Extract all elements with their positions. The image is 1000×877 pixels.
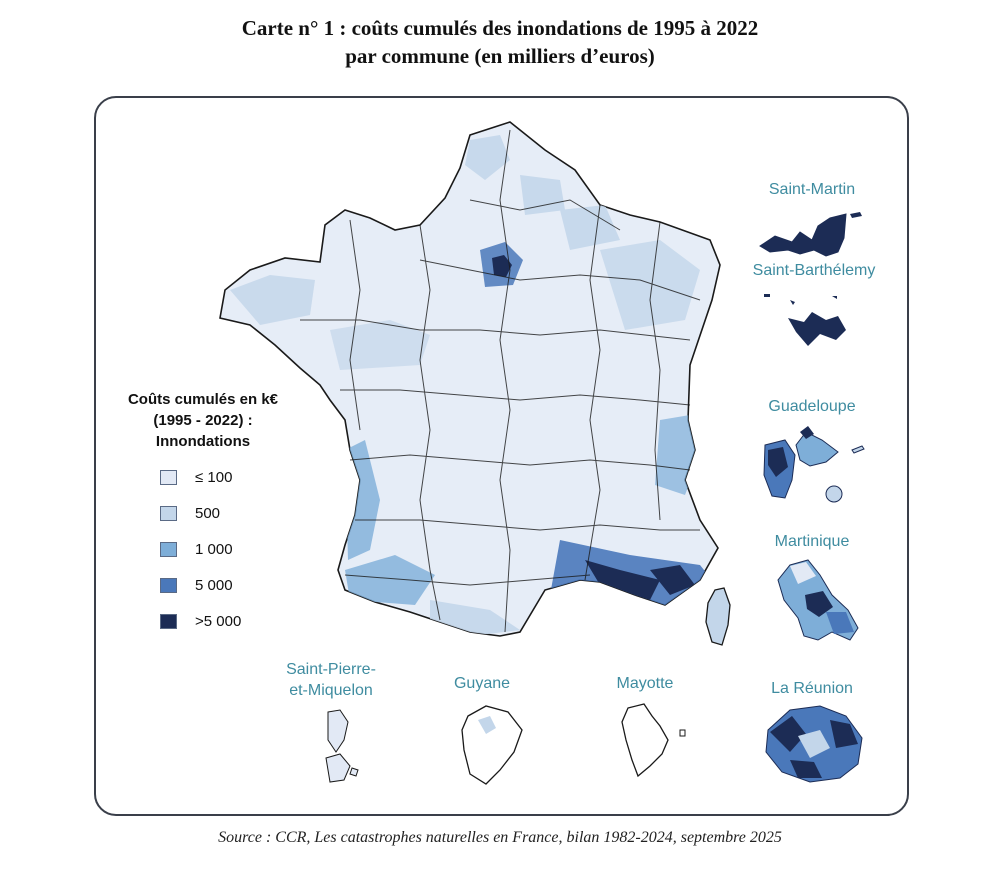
france-metropolitan-map xyxy=(219,121,731,646)
martinique-label: Martinique xyxy=(775,533,850,550)
legend-swatch xyxy=(160,541,177,557)
miquelon xyxy=(327,709,349,753)
saint-martin-label: Saint-Martin xyxy=(769,181,855,198)
department-borders xyxy=(300,129,701,633)
mediterranean-dark-patches xyxy=(585,560,695,600)
martinique-center-dark xyxy=(805,591,833,617)
saint-pierre-map xyxy=(325,709,359,783)
basse-terre-dark xyxy=(768,447,788,477)
legend-title: Coûts cumulés en k€ (1995 - 2022) : Inno… xyxy=(108,389,298,452)
saint-barthelemy-label: Saint-Barthélemy xyxy=(753,262,876,279)
guyane-map xyxy=(461,705,523,785)
alps-patches xyxy=(655,415,700,495)
legend-swatch xyxy=(160,505,177,521)
martinique-south xyxy=(826,612,854,634)
legend-label: 500 xyxy=(195,504,221,522)
legend-label: ≤ 100 xyxy=(195,468,233,486)
guyane-patch xyxy=(478,716,496,734)
legend-item: 1 000 xyxy=(160,540,233,558)
reunion-dark-2 xyxy=(830,720,858,748)
map-title-line-2: par commune (en milliers d’euros) xyxy=(345,44,655,68)
mayotte-label: Mayotte xyxy=(617,675,674,692)
martinique-map xyxy=(777,559,859,641)
saint-pierre-island xyxy=(349,767,359,777)
east-patches xyxy=(600,240,700,330)
brittany-patches xyxy=(230,275,315,325)
legend-label: >5 000 xyxy=(195,612,242,630)
map-title: Carte n° 1 : coûts cumulés des inondatio… xyxy=(0,14,1000,70)
source-note: Source : CCR, Les catastrophes naturelle… xyxy=(218,829,782,846)
grande-terre-north xyxy=(800,426,814,439)
saint-martin-islet xyxy=(850,212,862,218)
legend-item: 5 000 xyxy=(160,576,233,594)
la-reunion-label: La Réunion xyxy=(771,680,853,697)
loire-patches xyxy=(330,320,430,370)
reunion-dark-3 xyxy=(790,760,822,778)
commune-cost-patches xyxy=(230,135,720,635)
france-outline xyxy=(219,121,721,637)
legend-swatch xyxy=(160,577,177,593)
legend-swatch xyxy=(160,613,177,629)
north-commune-patches xyxy=(465,135,620,250)
corsica xyxy=(705,587,731,646)
saint-barthelemy-islets xyxy=(764,294,837,305)
guyane-label: Guyane xyxy=(454,675,510,692)
legend-item: 500 xyxy=(160,504,220,522)
guadeloupe-map xyxy=(763,426,865,503)
reunion-light xyxy=(798,730,830,758)
legend-label: 5 000 xyxy=(195,576,233,594)
reunion-dark-1 xyxy=(770,716,806,752)
legend-item: >5 000 xyxy=(160,612,241,630)
langlade xyxy=(325,753,351,783)
legend-title-line-3: Innondations xyxy=(155,433,251,450)
legend-label: 1 000 xyxy=(195,540,233,558)
la-reunion-map xyxy=(765,705,863,783)
saint-barthelemy-map xyxy=(788,312,846,346)
paris-core-patch xyxy=(492,255,512,277)
desirade xyxy=(851,445,865,454)
legend-title-line-1: Coûts cumulés en k€ xyxy=(127,391,279,408)
map-title-line-1: Carte n° 1 : coûts cumulés des inondatio… xyxy=(241,16,759,40)
saint-pierre-label-line2: et-Miquelon xyxy=(289,682,373,699)
legend-swatch xyxy=(160,469,177,485)
marie-galante xyxy=(825,485,843,503)
legend-item: ≤ 100 xyxy=(160,468,232,486)
saint-martin-map xyxy=(759,213,847,257)
martinique-north xyxy=(790,562,816,584)
guadeloupe-label: Guadeloupe xyxy=(768,398,855,415)
grande-terre xyxy=(795,431,839,467)
saint-pierre-label-line1: Saint-Pierre- xyxy=(286,661,376,678)
mayotte-petite-terre xyxy=(679,729,686,737)
mayotte-map xyxy=(621,703,669,778)
southwest-patches xyxy=(345,555,435,605)
legend-title-line-2: (1995 - 2022) : xyxy=(153,412,253,429)
